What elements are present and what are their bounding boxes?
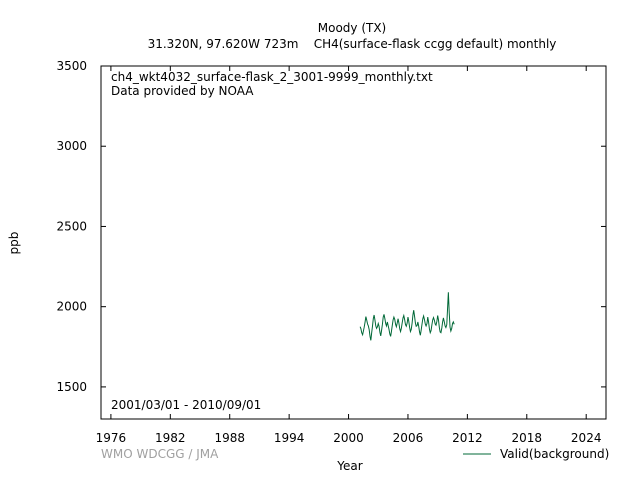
x-tick-label: 2018: [512, 431, 543, 445]
chart-subtitle: 31.320N, 97.620W 723m CH4(surface-flask …: [148, 37, 557, 51]
x-tick-label: 1976: [96, 431, 127, 445]
x-tick-label: 2012: [452, 431, 483, 445]
x-tick-label: 1994: [274, 431, 305, 445]
y-tick-label: 3500: [56, 59, 87, 73]
date-range-label: 2001/03/01 - 2010/09/01: [111, 398, 261, 412]
x-axis-label: Year: [336, 459, 362, 473]
y-axis: 1500 2000 2500 3000 3500: [56, 59, 606, 394]
chart-title: Moody (TX): [318, 21, 386, 35]
legend: Valid(background): [463, 447, 609, 461]
x-tick-label: 2006: [393, 431, 424, 445]
y-tick-label: 1500: [56, 380, 87, 394]
plot-area: [100, 65, 607, 420]
x-tick-label: 1982: [155, 431, 186, 445]
provider-label: Data provided by NOAA: [111, 84, 254, 98]
y-tick-label: 2000: [56, 300, 87, 314]
x-tick-label: 2000: [333, 431, 364, 445]
series-layer: [359, 292, 455, 341]
x-tick-label: 1988: [214, 431, 245, 445]
x-tick-label: 2024: [571, 431, 602, 445]
y-tick-label: 2500: [56, 219, 87, 233]
file-label: ch4_wkt4032_surface-flask_2_3001-9999_mo…: [111, 70, 433, 84]
y-axis-label: ppb: [7, 232, 21, 255]
credit-label: WMO WDCGG / JMA: [101, 447, 219, 461]
x-axis: 1976 1982 1988 1994 2000 2006 2012 2018 2024: [96, 66, 602, 445]
legend-label: Valid(background): [500, 447, 609, 461]
series-line: [359, 292, 455, 341]
y-tick-label: 3000: [56, 139, 87, 153]
